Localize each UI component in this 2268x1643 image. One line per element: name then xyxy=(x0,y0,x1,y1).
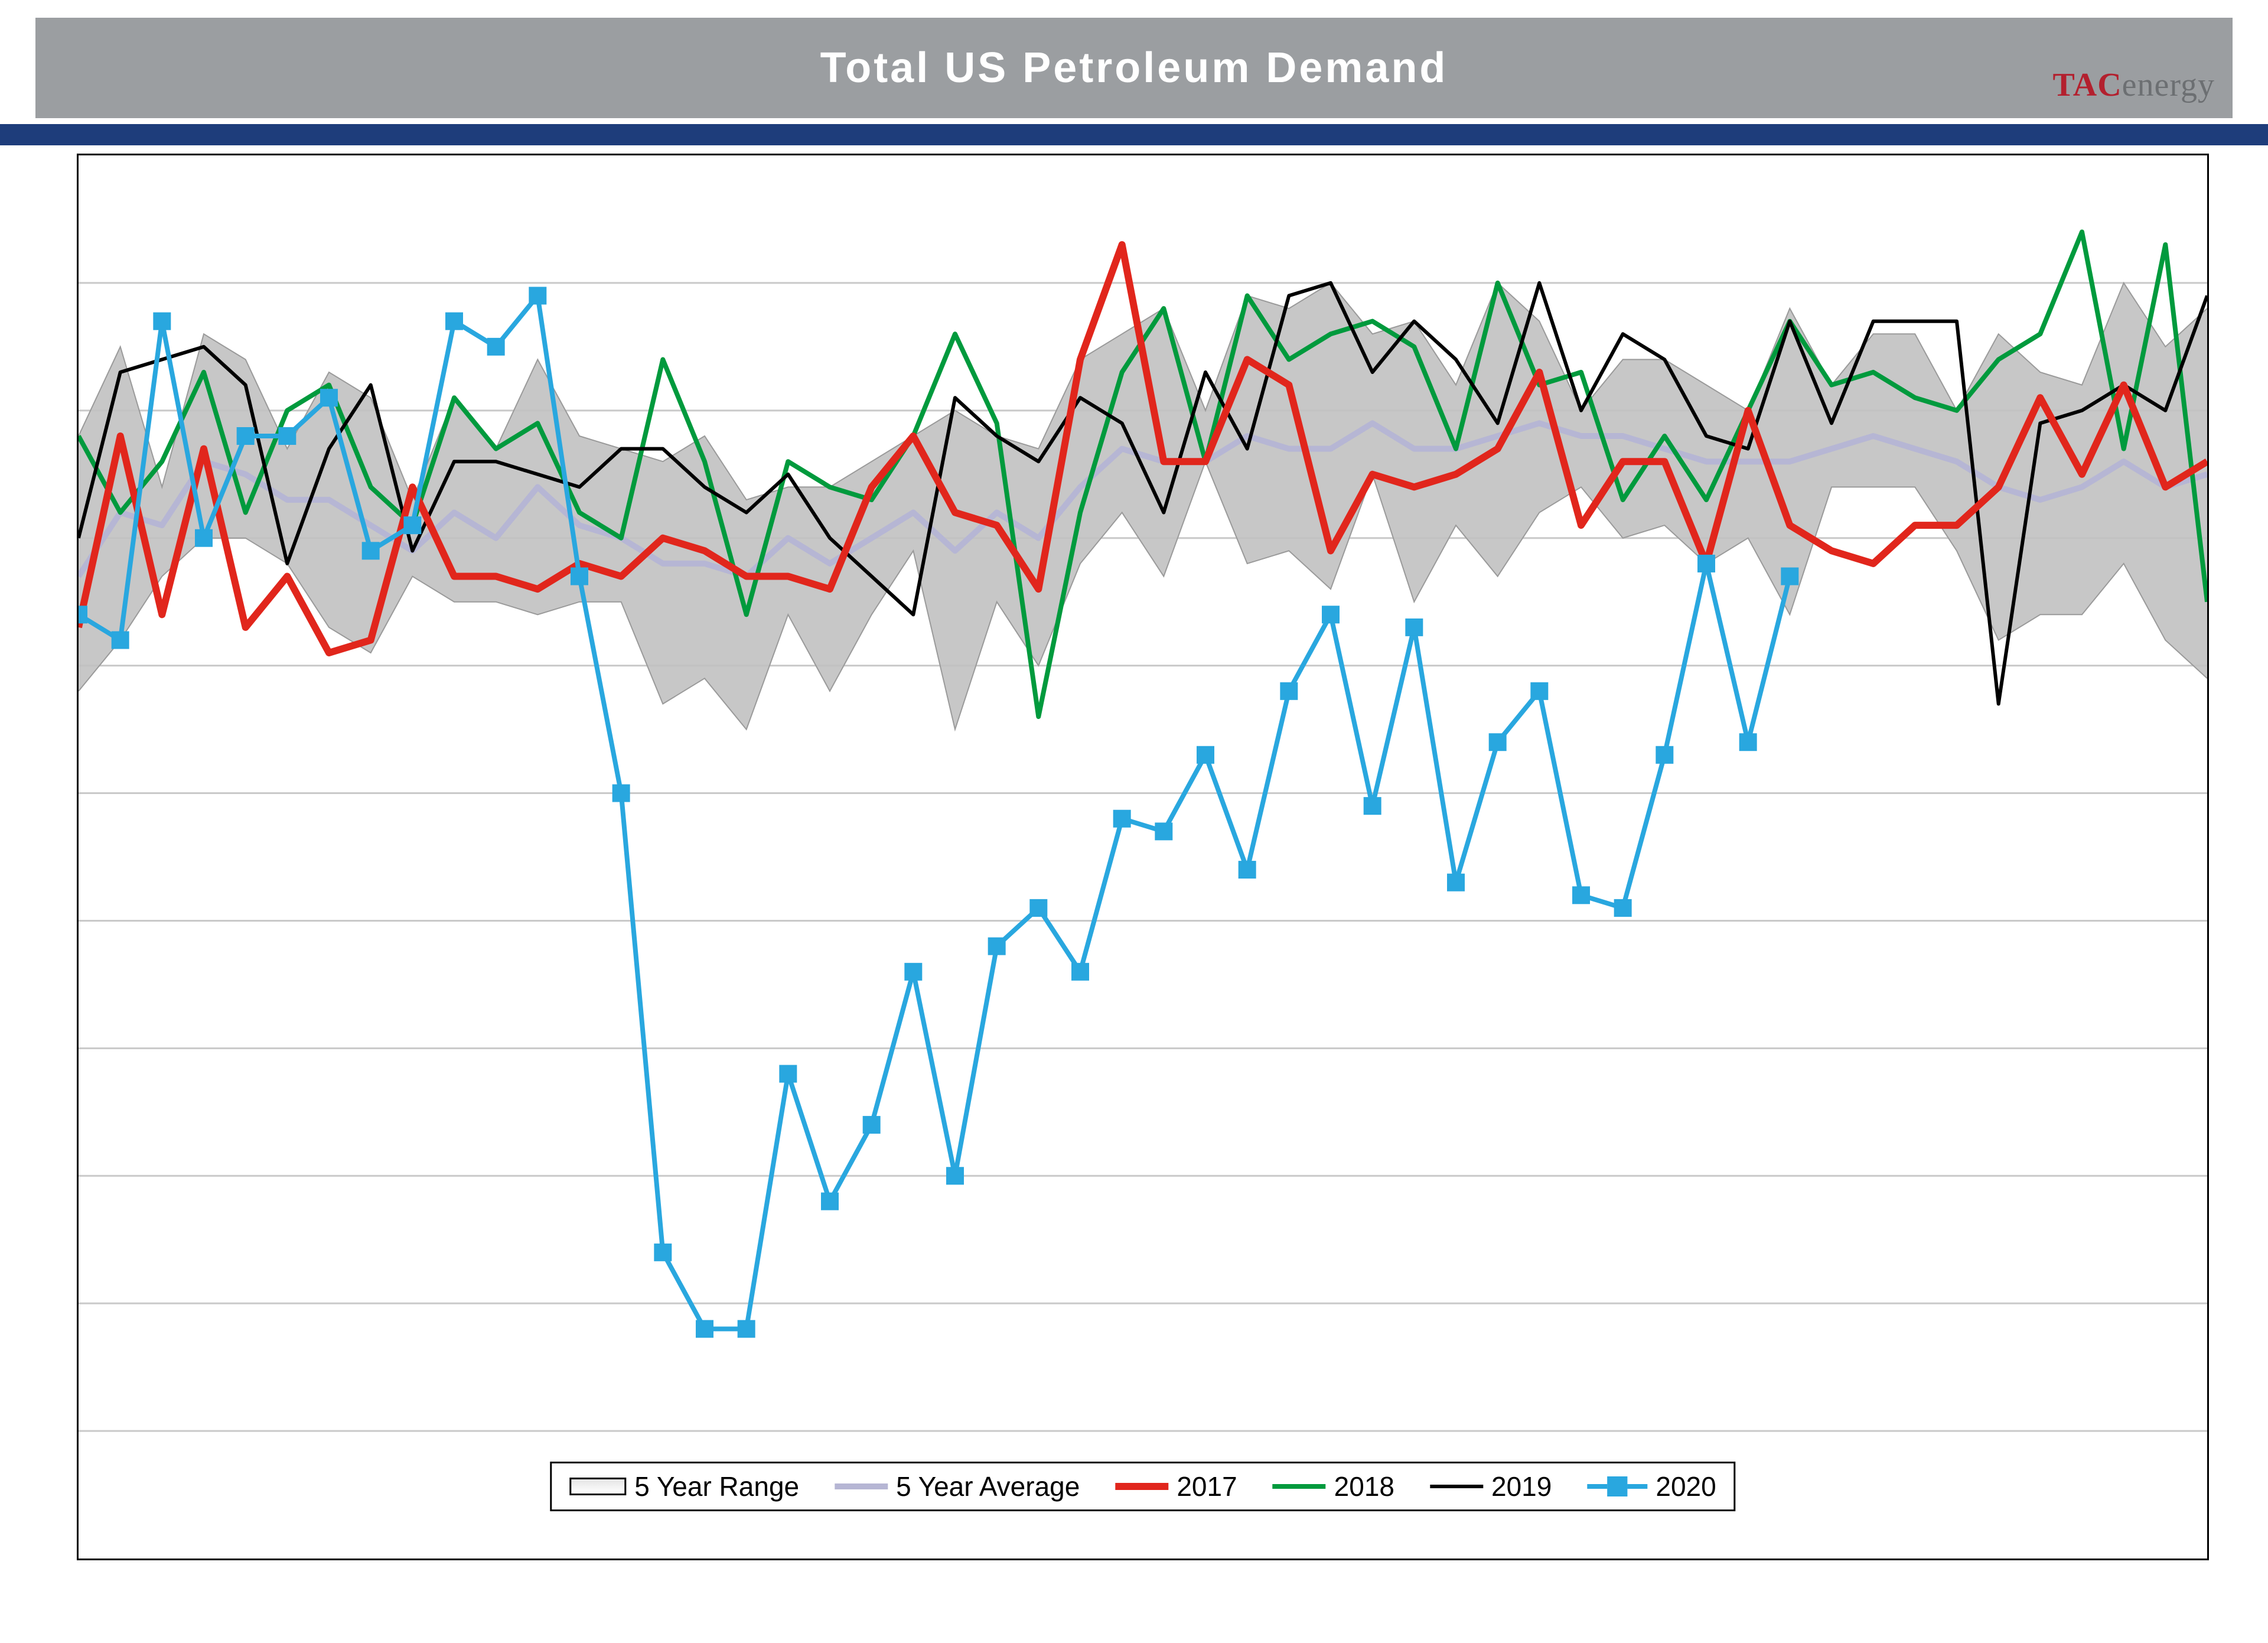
chart-title: Total US Petroleum Demand xyxy=(820,44,1448,92)
legend-label-2017: 2017 xyxy=(1177,1470,1237,1502)
legend-label-2019: 2019 xyxy=(1491,1470,1552,1502)
petroleum-demand-chart: Total US Petroleum Demand TACenergy 5 Ye… xyxy=(0,0,2268,1643)
logo-letter-t: T xyxy=(2053,67,2073,103)
legend-label-range: 5 Year Range xyxy=(634,1470,799,1502)
tac-energy-logo: TACenergy xyxy=(2053,65,2215,104)
legend-item-2020: 2020 xyxy=(1587,1470,1716,1502)
legend-swatch-avg xyxy=(835,1483,888,1489)
logo-letter-c: C xyxy=(2097,67,2122,103)
logo-word-energy: energy xyxy=(2122,67,2215,103)
header-accent-strip xyxy=(0,124,2268,145)
legend-label-2020: 2020 xyxy=(1656,1470,1716,1502)
legend-item-2019: 2019 xyxy=(1430,1470,1552,1502)
logo-letter-a: A xyxy=(2073,67,2097,103)
legend-item-2017: 2017 xyxy=(1115,1470,1237,1502)
legend-swatch-range xyxy=(569,1478,626,1495)
legend-swatch-2017 xyxy=(1115,1483,1168,1490)
plot-svg xyxy=(79,155,2207,1559)
plot-area: 5 Year Range 5 Year Average 2017 2018 20… xyxy=(77,154,2209,1560)
legend-item-range: 5 Year Range xyxy=(569,1470,799,1502)
legend-swatch-2020 xyxy=(1587,1476,1647,1496)
legend-swatch-2018 xyxy=(1273,1484,1326,1489)
legend-label-2018: 2018 xyxy=(1334,1470,1394,1502)
legend: 5 Year Range 5 Year Average 2017 2018 20… xyxy=(550,1462,1735,1511)
chart-title-bar: Total US Petroleum Demand xyxy=(35,18,2233,118)
legend-item-2018: 2018 xyxy=(1273,1470,1394,1502)
legend-swatch-2019 xyxy=(1430,1485,1483,1488)
legend-label-avg: 5 Year Average xyxy=(896,1470,1080,1502)
legend-item-avg: 5 Year Average xyxy=(835,1470,1080,1502)
